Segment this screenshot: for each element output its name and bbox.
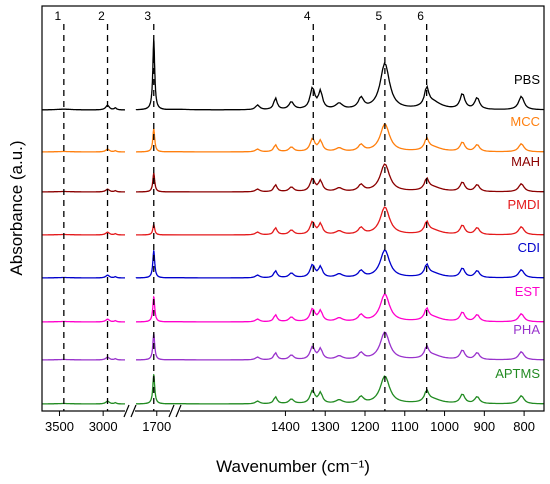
- x-tick-label-1400: 1400: [271, 419, 300, 434]
- series-est-segment-1: [42, 318, 125, 323]
- x-tick-label-900: 900: [473, 419, 495, 434]
- series-pha: PHA: [42, 322, 544, 361]
- series-pha-segment-1: [42, 356, 125, 361]
- series-pbs-segment-1: [42, 104, 125, 111]
- series-cdi-segment-1: [42, 274, 125, 279]
- series-label-mcc: MCC: [510, 114, 540, 129]
- series-pmdi-segment-1: [42, 231, 125, 236]
- series-mcc-segment-1: [42, 148, 125, 153]
- plot-frame: [41, 5, 545, 412]
- series-label-est: EST: [515, 284, 540, 299]
- x-tick-label-1700: 1700: [142, 419, 171, 434]
- series-label-mah: MAH: [511, 154, 540, 169]
- series-label-pbs: PBS: [514, 72, 540, 87]
- series-est: EST: [42, 284, 544, 323]
- series-pha-segment-2: [135, 333, 182, 361]
- marker-label-5: 5: [376, 9, 383, 23]
- x-tick-label-1100: 1100: [391, 419, 419, 434]
- series-mah: MAH: [42, 154, 544, 193]
- x-tick-label-3000: 3000: [89, 419, 118, 434]
- series-aptms-segment-1: [42, 400, 125, 405]
- series-label-pha: PHA: [513, 322, 540, 337]
- series-label-aptms: APTMS: [495, 366, 540, 381]
- x-tick-label-1300: 1300: [311, 419, 340, 434]
- series-cdi-segment-2: [135, 250, 182, 279]
- series-pbs-segment-3: [181, 62, 545, 111]
- series-pmdi-segment-3: [182, 206, 544, 236]
- marker-layer: 1 2 3 4 5 6: [54, 9, 428, 411]
- series-pbs-segment-2: [135, 38, 182, 111]
- series-cdi: CDI: [42, 240, 544, 279]
- x-tick-label-1000: 1000: [430, 419, 459, 434]
- series-mah-segment-2: [136, 172, 182, 193]
- axis-layer: 3500 3000 1700 1400 1300 1200 1100 1000 900 800: [45, 404, 535, 434]
- y-axis-title: Absorbance (a.u.): [7, 140, 26, 275]
- marker-label-2: 2: [98, 9, 105, 23]
- series-est-segment-3: [181, 293, 544, 323]
- series-pbs: PBS: [42, 38, 545, 111]
- series-label-cdi: CDI: [518, 240, 540, 255]
- x-tick-label-1200: 1200: [351, 419, 380, 434]
- series-mcc: MCC: [42, 114, 544, 153]
- series-est-segment-2: [136, 295, 182, 323]
- series-pmdi-segment-2: [136, 223, 183, 236]
- marker-label-3: 3: [144, 9, 151, 23]
- series-pha-segment-3: [182, 331, 544, 361]
- axis-break-1: [123, 404, 137, 418]
- series-aptms: APTMS: [42, 366, 544, 405]
- series-cdi-segment-3: [182, 249, 544, 279]
- series-mcc-segment-2: [136, 128, 182, 153]
- marker-label-1: 1: [54, 9, 61, 23]
- marker-label-4: 4: [304, 9, 311, 23]
- series-pmdi: PMDI: [42, 197, 544, 236]
- series-mah-segment-1: [42, 188, 125, 193]
- series-mah-segment-3: [182, 163, 544, 193]
- axis-break-2: [168, 404, 182, 418]
- series-mcc-segment-3: [181, 123, 544, 153]
- series-layer: PBS MCC MAH PMDI CDI EST PHA APTMS: [42, 38, 545, 405]
- x-tick-label-3500: 3500: [45, 419, 74, 434]
- marker-label-6: 6: [417, 9, 424, 23]
- series-label-pmdi: PMDI: [508, 197, 541, 212]
- x-axis-title: Wavenumber (cm⁻¹): [216, 457, 370, 476]
- x-tick-label-800: 800: [513, 419, 535, 434]
- series-aptms-segment-3: [182, 375, 544, 405]
- series-aptms-segment-2: [136, 373, 182, 405]
